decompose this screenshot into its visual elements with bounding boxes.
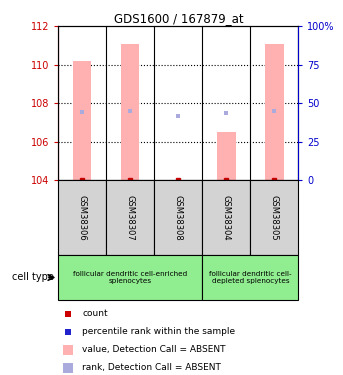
Text: count: count	[82, 309, 108, 318]
Text: follicular dendritic cell-enriched
splenocytes: follicular dendritic cell-enriched splen…	[73, 271, 188, 284]
Text: GSM38305: GSM38305	[270, 195, 279, 240]
Bar	[217, 132, 236, 180]
Text: GSM38304: GSM38304	[222, 195, 231, 240]
Text: percentile rank within the sample: percentile rank within the sample	[82, 327, 235, 336]
Bar	[58, 255, 202, 300]
Text: GSM38308: GSM38308	[174, 195, 183, 240]
Text: follicular dendritic cell-
depleted splenocytes: follicular dendritic cell- depleted sple…	[209, 271, 292, 284]
Title: GDS1600 / 167879_at: GDS1600 / 167879_at	[114, 12, 243, 25]
Bar	[106, 180, 154, 255]
Text: rank, Detection Call = ABSENT: rank, Detection Call = ABSENT	[82, 363, 221, 372]
Bar	[250, 180, 298, 255]
Text: GSM38306: GSM38306	[78, 195, 87, 240]
Text: value, Detection Call = ABSENT: value, Detection Call = ABSENT	[82, 345, 226, 354]
Bar	[154, 180, 202, 255]
Bar	[121, 44, 140, 180]
Bar	[73, 61, 92, 180]
Text: GSM38307: GSM38307	[126, 195, 135, 240]
Text: cell type: cell type	[12, 273, 54, 282]
Bar	[265, 44, 284, 180]
Bar	[202, 180, 250, 255]
Bar	[58, 180, 106, 255]
Bar	[202, 255, 298, 300]
